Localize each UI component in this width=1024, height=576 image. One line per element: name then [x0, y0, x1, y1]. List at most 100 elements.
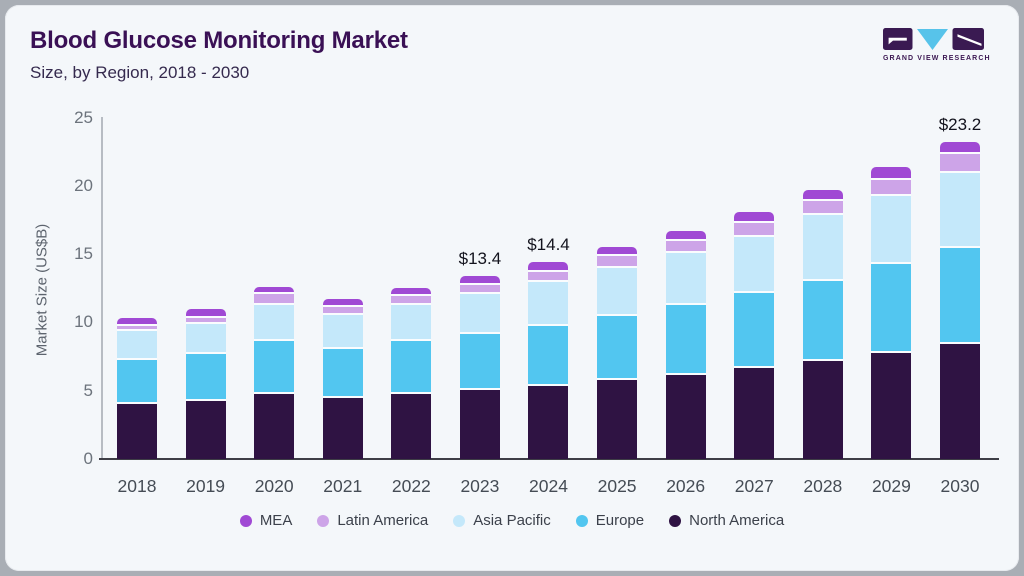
bar-segment-latin-america-2020	[254, 292, 295, 304]
legend-dot-mea	[239, 514, 252, 527]
data-label-2030: $23.2	[938, 115, 982, 135]
bar-segment-asia-pacific-2028	[802, 213, 843, 279]
x-tick-2026: 2026	[666, 476, 706, 496]
bar-segment-north-america-2024	[528, 383, 569, 459]
bar-segment-mea-2018	[117, 318, 157, 324]
bar-segment-mea-2025	[597, 247, 638, 255]
legend-label-europe: Europe	[595, 512, 645, 529]
bar-segment-asia-pacific-2020	[254, 303, 295, 339]
bar-segment-latin-america-2025	[597, 254, 638, 267]
page-subtitle: Size, by Region, 2018 - 2030	[30, 63, 250, 82]
bar-segment-north-america-2028	[802, 359, 843, 459]
bar-segment-asia-pacific-2019	[185, 322, 226, 353]
bar-segment-asia-pacific-2030	[939, 170, 980, 246]
bar-segment-europe-2019	[185, 352, 226, 399]
bar-segment-mea-2021	[322, 299, 363, 305]
bar-segment-europe-2024	[528, 323, 569, 384]
legend-dot-latin-america	[317, 514, 330, 527]
gvr-logo-icon	[883, 28, 984, 50]
y-tick-10: 10	[74, 312, 93, 332]
legend-item-europe: Europe	[575, 512, 645, 529]
bar-segment-europe-2020	[254, 338, 295, 393]
bar-segment-asia-pacific-2018	[117, 329, 157, 358]
y-axis-title: Market Size (US$B)	[33, 223, 51, 357]
y-tick-20: 20	[74, 175, 93, 195]
report-card: Blood Glucose Monitoring Market Size, by…	[5, 5, 1019, 571]
chart-legend: MEA Latin America Asia Pacific Europe North …	[5, 512, 1019, 529]
bar-segment-latin-america-2023	[459, 282, 500, 293]
bar-segment-mea-2023	[459, 275, 500, 283]
bar-segment-north-america-2027	[734, 366, 775, 459]
x-tick-2024: 2024	[529, 476, 568, 496]
x-tick-2029: 2029	[871, 476, 911, 496]
legend-item-north-america: North America	[669, 512, 784, 529]
bar-segment-latin-america-2021	[322, 304, 363, 313]
y-axis-line	[101, 117, 103, 460]
bar-segment-north-america-2020	[254, 392, 295, 459]
page-title: Blood Glucose Monitoring Market	[30, 27, 408, 54]
bar-segment-asia-pacific-2021	[322, 312, 363, 347]
bar-segment-north-america-2023	[459, 387, 500, 459]
x-tick-2019: 2019	[186, 476, 226, 496]
bar-segment-asia-pacific-2025	[597, 266, 638, 315]
stacked-bar-chart: Market Size (US$B) MEA Latin America Asia …	[5, 5, 1019, 571]
bar-segment-mea-2026	[665, 230, 706, 240]
logo-wordmark: GRAND VIEW RESEARCH	[883, 55, 991, 62]
data-label-2023: $13.4	[458, 248, 502, 268]
x-tick-2028: 2028	[803, 476, 843, 496]
x-tick-2020: 2020	[254, 476, 294, 496]
data-label-2024: $14.4	[527, 235, 570, 255]
legend-dot-asia-pacific	[453, 514, 466, 527]
bar-segment-mea-2019	[185, 308, 226, 316]
bar-segment-north-america-2025	[597, 378, 638, 459]
bar-segment-mea-2027	[734, 211, 775, 222]
y-tick-25: 25	[74, 107, 93, 127]
bar-segment-mea-2030	[939, 142, 980, 152]
bar-segment-mea-2028	[802, 189, 843, 200]
bar-segment-latin-america-2024	[528, 270, 569, 281]
legend-label-north-america: North America	[689, 512, 785, 529]
grand-view-research-logo: GRAND VIEW RESEARCH	[883, 28, 991, 62]
bar-segment-north-america-2030	[939, 341, 980, 459]
bar-segment-north-america-2019	[185, 398, 226, 459]
bar-segment-asia-pacific-2029	[871, 193, 912, 263]
bar-segment-latin-america-2030	[939, 151, 980, 171]
bar-segment-europe-2028	[802, 278, 843, 360]
bar-segment-north-america-2018	[117, 401, 157, 459]
bar-segment-asia-pacific-2023	[459, 292, 500, 332]
bar-segment-latin-america-2019	[185, 315, 226, 323]
x-tick-2023: 2023	[460, 476, 500, 496]
legend-item-latin-america: Latin America	[317, 512, 428, 529]
bar-segment-north-america-2022	[391, 392, 432, 459]
legend-item-mea: MEA	[239, 512, 292, 529]
bar-segment-europe-2027	[734, 290, 775, 367]
legend-item-asia-pacific: Asia Pacific	[453, 512, 551, 529]
bar-segment-mea-2020	[254, 286, 295, 293]
y-tick-5: 5	[83, 380, 93, 400]
bar-segment-latin-america-2026	[665, 239, 706, 252]
legend-dot-europe	[575, 514, 588, 527]
bar-segment-asia-pacific-2024	[528, 280, 569, 324]
bar-segment-europe-2022	[391, 338, 432, 393]
bar-segment-europe-2021	[322, 346, 363, 397]
bar-segment-mea-2024	[528, 262, 569, 271]
bar-segment-latin-america-2022	[391, 293, 432, 304]
bar-segment-europe-2030	[939, 245, 980, 342]
x-tick-2021: 2021	[323, 476, 363, 496]
bar-segment-asia-pacific-2022	[391, 303, 432, 339]
bar-segment-north-america-2021	[322, 396, 363, 459]
bar-segment-asia-pacific-2026	[665, 251, 706, 304]
bar-segment-europe-2029	[871, 262, 912, 352]
bar-segment-asia-pacific-2027	[734, 234, 775, 291]
x-tick-2022: 2022	[391, 476, 431, 496]
bar-segment-latin-america-2029	[871, 177, 912, 194]
x-tick-2018: 2018	[117, 476, 157, 496]
x-tick-2030: 2030	[940, 476, 980, 496]
bar-segment-latin-america-2018	[117, 323, 157, 330]
bar-segment-europe-2025	[597, 314, 638, 379]
bar-segment-latin-america-2028	[802, 199, 843, 214]
x-axis-line	[99, 458, 999, 461]
x-tick-2027: 2027	[734, 476, 774, 496]
bar-segment-mea-2029	[871, 166, 912, 178]
bar-segment-latin-america-2027	[734, 221, 775, 235]
